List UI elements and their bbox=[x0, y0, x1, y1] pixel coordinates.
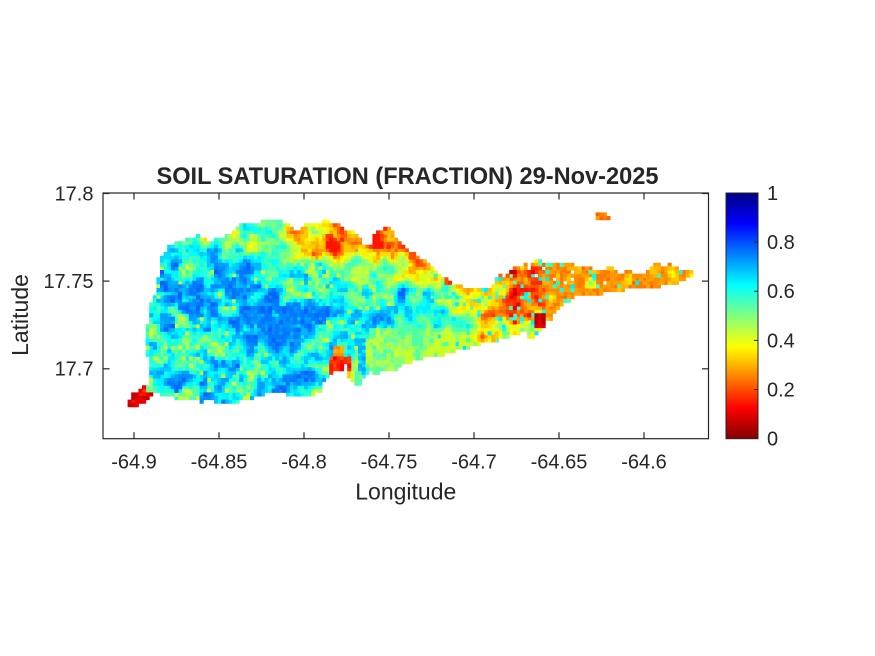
svg-text:Latitude: Latitude bbox=[7, 274, 33, 356]
svg-text:0.2: 0.2 bbox=[767, 379, 795, 401]
svg-text:1: 1 bbox=[767, 183, 778, 205]
svg-text:17.75: 17.75 bbox=[43, 271, 93, 293]
svg-text:Longitude: Longitude bbox=[355, 479, 456, 505]
svg-text:-64.7: -64.7 bbox=[451, 452, 497, 474]
svg-text:0: 0 bbox=[767, 429, 778, 451]
svg-text:-64.85: -64.85 bbox=[191, 452, 248, 474]
svg-text:SOIL SATURATION (FRACTION) 29-: SOIL SATURATION (FRACTION) 29-Nov-2025 bbox=[156, 164, 658, 190]
svg-text:-64.8: -64.8 bbox=[281, 452, 327, 474]
svg-text:0.4: 0.4 bbox=[767, 330, 795, 352]
svg-text:17.8: 17.8 bbox=[55, 183, 94, 205]
svg-text:17.7: 17.7 bbox=[55, 359, 94, 381]
svg-text:0.6: 0.6 bbox=[767, 281, 795, 303]
svg-text:-64.6: -64.6 bbox=[621, 452, 667, 474]
svg-text:-64.75: -64.75 bbox=[361, 452, 418, 474]
svg-text:-64.9: -64.9 bbox=[111, 452, 157, 474]
svg-text:-64.65: -64.65 bbox=[531, 452, 588, 474]
svg-text:0.8: 0.8 bbox=[767, 232, 795, 254]
